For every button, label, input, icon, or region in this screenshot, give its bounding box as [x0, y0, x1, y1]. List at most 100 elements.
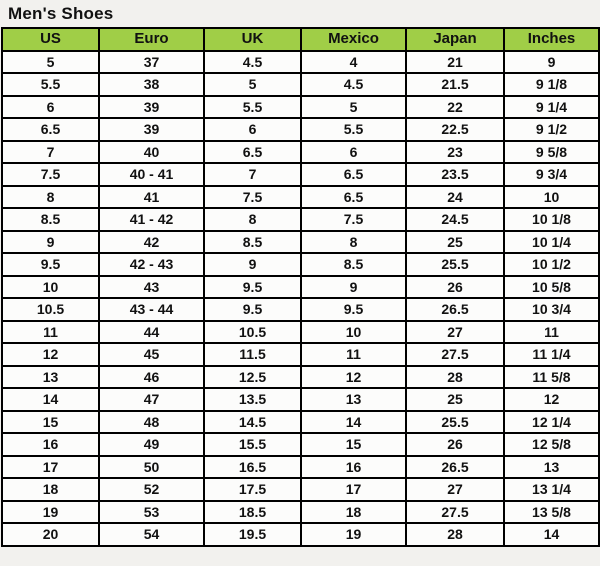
table-cell: 10 1/8	[503, 207, 600, 232]
table-row: 9.5 42 - 43 9 8.5 25.5 10 1/2	[1, 252, 600, 277]
table-cell: 4.5	[203, 49, 302, 74]
table-cell: 28	[405, 364, 505, 389]
table-cell: 15	[300, 432, 407, 457]
table-cell: 6.5	[300, 184, 407, 209]
table-cell: 15	[1, 409, 100, 434]
table-cell: 24.5	[405, 207, 505, 232]
table-cell: 13	[503, 454, 600, 479]
column-header-uk: UK	[203, 27, 302, 52]
table-cell: 6	[203, 117, 302, 142]
table-cell: 45	[98, 342, 205, 367]
table-row: 9 42 8.5 8 25 10 1/4	[1, 229, 600, 254]
table-cell: 18.5	[203, 499, 302, 524]
table-row: 20 54 19.5 19 28 14	[1, 522, 600, 547]
table-cell: 16.5	[203, 454, 302, 479]
table-cell: 46	[98, 364, 205, 389]
table-cell: 8	[203, 207, 302, 232]
table-cell: 9 1/2	[503, 117, 600, 142]
table-cell: 26	[405, 432, 505, 457]
table-row: 6.5 39 6 5.5 22.5 9 1/2	[1, 117, 600, 142]
table-cell: 19	[300, 522, 407, 547]
table-cell: 10	[503, 184, 600, 209]
table-cell: 7.5	[203, 184, 302, 209]
header-row: US Euro UK Mexico Japan Inches	[1, 27, 600, 52]
table-cell: 17.5	[203, 477, 302, 502]
table-cell: 27.5	[405, 499, 505, 524]
table-cell: 9	[1, 229, 100, 254]
table-cell: 22.5	[405, 117, 505, 142]
table-cell: 8.5	[300, 252, 407, 277]
table-cell: 47	[98, 387, 205, 412]
table-cell: 13 5/8	[503, 499, 600, 524]
table-cell: 4.5	[300, 72, 407, 97]
table-cell: 11	[300, 342, 407, 367]
table-cell: 10 1/2	[503, 252, 600, 277]
table-cell: 9 3/4	[503, 162, 600, 187]
table-cell: 25	[405, 387, 505, 412]
table-cell: 10.5	[203, 319, 302, 344]
table-cell: 39	[98, 117, 205, 142]
table-cell: 14.5	[203, 409, 302, 434]
table-cell: 7	[1, 139, 100, 164]
table-cell: 19	[1, 499, 100, 524]
table-row: 19 53 18.5 18 27.5 13 5/8	[1, 499, 600, 524]
table-cell: 23	[405, 139, 505, 164]
table-cell: 6.5	[300, 162, 407, 187]
column-header-us: US	[1, 27, 100, 52]
table-row: 7.5 40 - 41 7 6.5 23.5 9 3/4	[1, 162, 600, 187]
table-cell: 43	[98, 274, 205, 299]
table-cell: 24	[405, 184, 505, 209]
table-cell: 7.5	[300, 207, 407, 232]
table-row: 10.5 43 - 44 9.5 9.5 26.5 10 3/4	[1, 297, 600, 322]
table-cell: 27.5	[405, 342, 505, 367]
table-cell: 16	[300, 454, 407, 479]
table-cell: 38	[98, 72, 205, 97]
table-cell: 8	[300, 229, 407, 254]
column-header-mexico: Mexico	[300, 27, 407, 52]
table-row: 10 43 9.5 9 26 10 5/8	[1, 274, 600, 299]
table-cell: 25	[405, 229, 505, 254]
table-cell: 9 5/8	[503, 139, 600, 164]
table-row: 18 52 17.5 17 27 13 1/4	[1, 477, 600, 502]
table-cell: 14	[503, 522, 600, 547]
table-cell: 40 - 41	[98, 162, 205, 187]
table-cell: 52	[98, 477, 205, 502]
table-cell: 53	[98, 499, 205, 524]
table-cell: 18	[300, 499, 407, 524]
table-cell: 22	[405, 94, 505, 119]
table-body: 5 37 4.5 4 21 9 5.5 38 5 4.5 21.5 9 1/8 6 39 5.5 5 22 9 1…	[1, 49, 600, 547]
table-cell: 15.5	[203, 432, 302, 457]
table-cell: 6	[1, 94, 100, 119]
table-cell: 5	[203, 72, 302, 97]
column-header-inches: Inches	[503, 27, 600, 52]
table-cell: 42	[98, 229, 205, 254]
table-cell: 8.5	[203, 229, 302, 254]
table-row: 13 46 12.5 12 28 11 5/8	[1, 364, 600, 389]
table-row: 12 45 11.5 11 27.5 11 1/4	[1, 342, 600, 367]
table-cell: 9	[203, 252, 302, 277]
table-cell: 25.5	[405, 409, 505, 434]
table-cell: 5.5	[203, 94, 302, 119]
table-cell: 14	[1, 387, 100, 412]
table-cell: 12.5	[203, 364, 302, 389]
table-cell: 5	[1, 49, 100, 74]
table-row: 17 50 16.5 16 26.5 13	[1, 454, 600, 479]
table-row: 7 40 6.5 6 23 9 5/8	[1, 139, 600, 164]
table-cell: 8.5	[1, 207, 100, 232]
table-cell: 12	[503, 387, 600, 412]
page-title: Men's Shoes	[8, 4, 114, 23]
table-cell: 43 - 44	[98, 297, 205, 322]
table-cell: 10 5/8	[503, 274, 600, 299]
table-cell: 10	[1, 274, 100, 299]
table-row: 14 47 13.5 13 25 12	[1, 387, 600, 412]
table-cell: 11 1/4	[503, 342, 600, 367]
table-cell: 6	[300, 139, 407, 164]
table-row: 16 49 15.5 15 26 12 5/8	[1, 432, 600, 457]
table-cell: 13.5	[203, 387, 302, 412]
table-cell: 23.5	[405, 162, 505, 187]
table-cell: 9 1/8	[503, 72, 600, 97]
table-cell: 49	[98, 432, 205, 457]
table-cell: 25.5	[405, 252, 505, 277]
table-cell: 9.5	[1, 252, 100, 277]
table-cell: 13	[1, 364, 100, 389]
